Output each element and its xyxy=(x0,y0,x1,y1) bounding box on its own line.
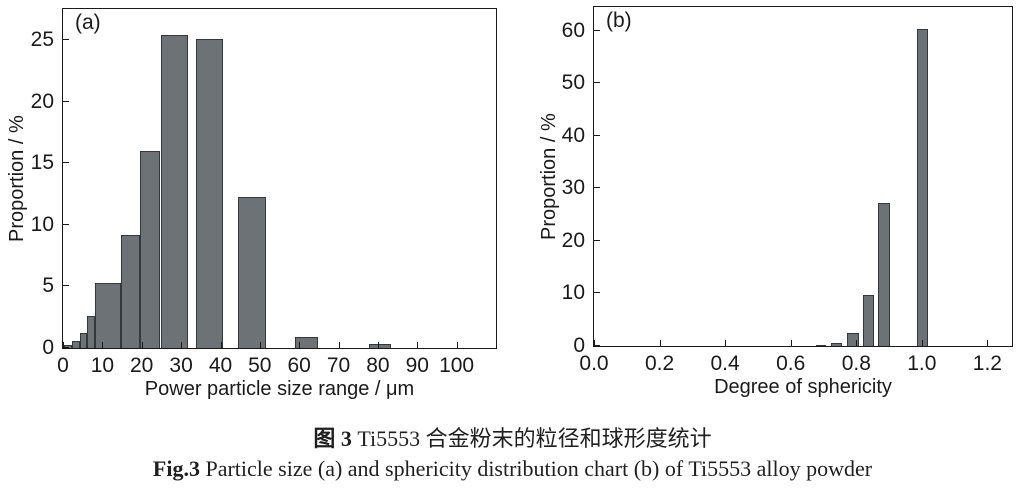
x-axis-tick-label: 100 xyxy=(439,354,475,377)
histogram-bar xyxy=(916,28,929,346)
x-axis-tick-label: 30 xyxy=(169,354,193,377)
figure-caption: 图 3 Ti5553 合金粉末的粒径和球形度统计 Fig.3 Particle … xyxy=(0,424,1025,484)
y-axis-tick xyxy=(63,162,69,164)
y-axis-tick xyxy=(594,345,600,346)
y-axis-tick-label: 50 xyxy=(561,71,585,95)
x-axis-tick xyxy=(102,342,104,348)
chart-a-x-axis-title: Power particle size range / μm xyxy=(144,378,415,400)
x-axis-tick-label: 60 xyxy=(287,354,311,377)
y-axis-tick-label: 30 xyxy=(561,176,585,200)
histogram-bar xyxy=(862,295,874,346)
y-axis-tick xyxy=(594,82,600,84)
x-axis-tick xyxy=(220,342,222,348)
x-axis-tick-label: 80 xyxy=(366,354,390,377)
x-axis-tick xyxy=(856,340,858,346)
x-axis-tick-label: 40 xyxy=(208,354,233,377)
x-axis-tick-label: 10 xyxy=(90,354,115,377)
y-axis-tick xyxy=(594,134,600,136)
x-axis-tick xyxy=(259,342,261,348)
y-axis-tick xyxy=(594,292,600,294)
x-axis-tick xyxy=(181,342,183,348)
histogram-bar xyxy=(196,38,224,348)
y-axis-tick xyxy=(63,38,69,40)
caption-en-figure-number: Fig.3 xyxy=(152,456,200,481)
x-axis-tick xyxy=(63,342,64,348)
y-axis-tick-label: 20 xyxy=(561,228,585,252)
y-axis-tick-label: 10 xyxy=(30,212,54,236)
histogram-bar xyxy=(79,332,88,348)
y-axis-tick-label: 60 xyxy=(561,18,585,42)
x-axis-tick-label: 0.4 xyxy=(710,352,740,375)
x-axis-tick-label: 0.8 xyxy=(841,352,871,375)
chart-a-plot-area: (a) 0 10 20 30 40 50 60 70 80 90 100 0 5 10 15 20 25 xyxy=(31,8,497,377)
caption-en-text: Particle size (a) and sphericity distrib… xyxy=(199,456,873,481)
y-axis-tick-label: 15 xyxy=(30,151,54,175)
y-axis-tick-label: 5 xyxy=(42,274,54,298)
x-axis-tick xyxy=(456,342,458,348)
chart-b-x-axis-title: Degree of sphericity xyxy=(714,376,892,398)
x-axis-tick xyxy=(790,340,792,346)
x-axis-tick xyxy=(921,340,923,346)
y-axis-tick-label: 40 xyxy=(561,123,585,147)
y-axis-tick-label: 10 xyxy=(561,281,585,305)
x-axis-tick xyxy=(725,340,727,346)
y-axis-tick xyxy=(63,285,69,287)
y-axis-tick xyxy=(594,187,600,189)
x-axis-tick-label: 0 xyxy=(57,354,69,377)
chart-b-panel-label: (b) xyxy=(606,9,632,32)
chart-b-y-axis-title: Proportion / % xyxy=(538,113,560,240)
histogram-bar xyxy=(877,203,890,346)
histogram-bar xyxy=(295,336,318,348)
chart-a-y-axis-title: Proportion / % xyxy=(6,115,28,242)
x-axis-tick-label: 90 xyxy=(405,354,429,377)
x-axis-tick-label: 70 xyxy=(326,354,351,377)
histogram-bar xyxy=(71,341,80,348)
caption-line-english: Fig.3 Particle size (a) and sphericity d… xyxy=(0,454,1025,484)
chart-b-plot-area: (b) 0.0 0.2 0.4 0.6 0.8 1.0 1.2 0 10 20 30 40 50 60 xyxy=(562,6,1013,375)
y-axis-tick-label: 0 xyxy=(42,336,54,359)
y-axis-tick xyxy=(594,239,600,241)
y-axis-tick-label: 25 xyxy=(30,27,54,51)
histogram-bar xyxy=(161,34,189,348)
x-axis-tick xyxy=(299,342,301,348)
histogram-bar xyxy=(64,344,72,348)
chart-a-panel-label: (a) xyxy=(75,11,101,34)
y-axis-tick xyxy=(63,100,69,102)
caption-zh-figure-number: 图 3 xyxy=(313,426,352,451)
histogram-bar xyxy=(369,344,391,348)
y-axis-tick-label: 20 xyxy=(30,89,54,113)
x-axis-tick xyxy=(987,340,989,346)
y-axis-tick xyxy=(63,347,69,348)
x-axis-tick xyxy=(338,342,340,348)
x-axis-tick-label: 0.0 xyxy=(579,352,609,375)
x-axis-tick-label: 1.2 xyxy=(972,352,1002,375)
x-axis-tick-label: 1.0 xyxy=(907,352,937,375)
histogram-bar xyxy=(816,344,827,346)
x-axis-tick-label: 0.6 xyxy=(776,352,806,375)
histogram-bar xyxy=(831,342,843,346)
histogram-bar xyxy=(95,282,122,348)
x-axis-tick xyxy=(417,342,419,348)
histogram-bar xyxy=(121,234,140,348)
y-axis-tick-label: 0 xyxy=(573,334,585,357)
x-axis-tick-label: 50 xyxy=(248,354,272,377)
x-axis-tick-label: 20 xyxy=(130,354,154,377)
caption-line-chinese: 图 3 Ti5553 合金粉末的粒径和球形度统计 xyxy=(0,424,1025,454)
histogram-bar xyxy=(139,150,161,348)
x-axis-tick xyxy=(141,342,143,348)
x-axis-tick xyxy=(377,342,379,348)
x-axis-tick-label: 0.2 xyxy=(644,352,675,375)
histogram-bar xyxy=(847,333,860,346)
histogram-bar xyxy=(87,315,96,348)
x-axis-tick xyxy=(659,340,661,346)
histogram-bar xyxy=(238,197,266,348)
caption-zh-text: Ti5553 合金粉末的粒径和球形度统计 xyxy=(351,426,712,451)
y-axis-tick xyxy=(63,223,69,225)
x-axis-tick xyxy=(594,340,595,346)
y-axis-tick xyxy=(594,29,600,31)
